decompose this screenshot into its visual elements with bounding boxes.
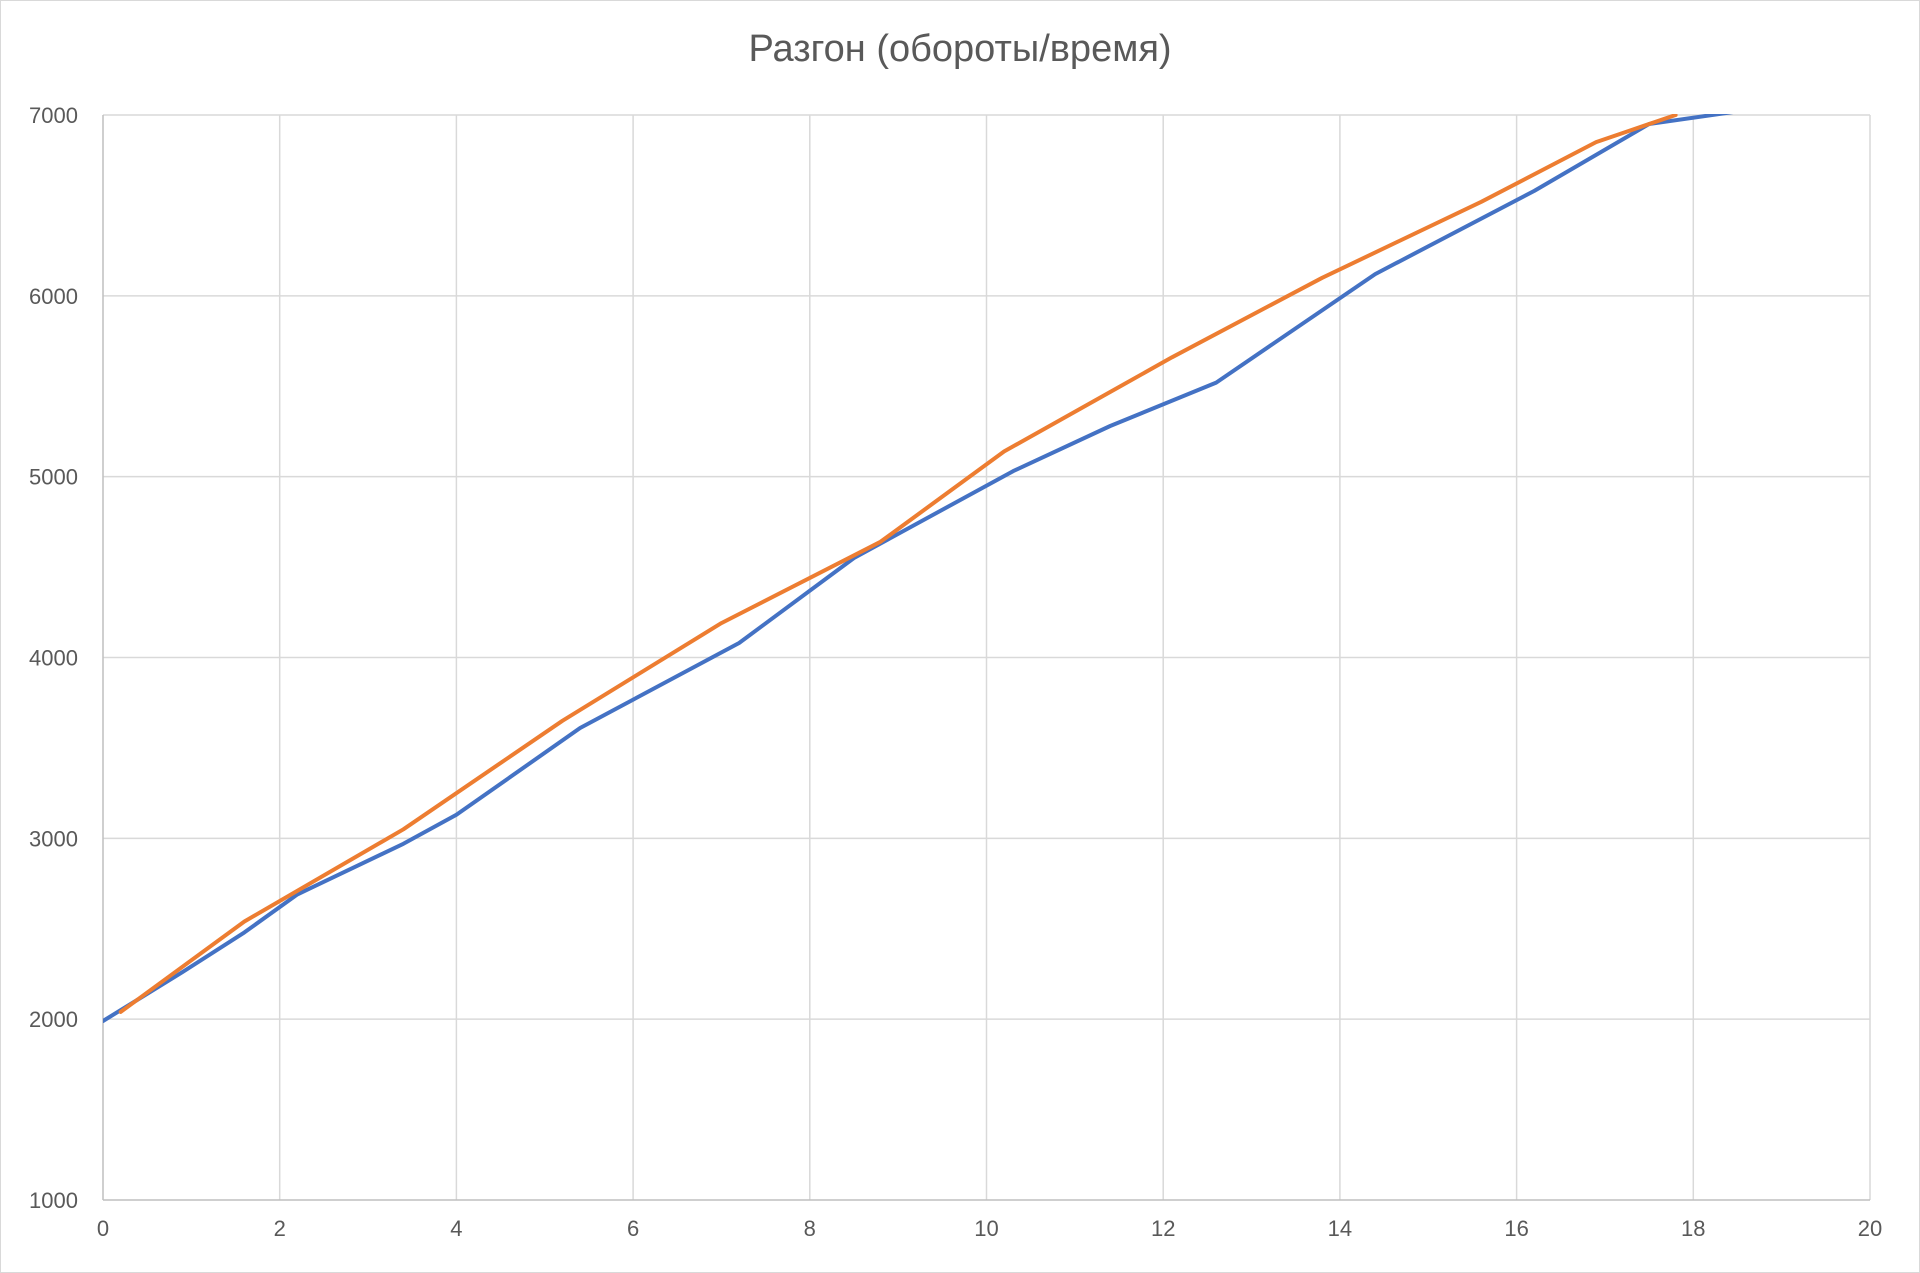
x-tick-label: 4 [450, 1216, 462, 1241]
x-tick-label: 10 [974, 1216, 998, 1241]
x-tick-label: 2 [274, 1216, 286, 1241]
x-tick-label: 12 [1151, 1216, 1175, 1241]
y-tick-label: 3000 [29, 826, 78, 851]
y-tick-label: 2000 [29, 1007, 78, 1032]
y-tick-label: 6000 [29, 284, 78, 309]
x-tick-label: 8 [804, 1216, 816, 1241]
y-tick-label: 7000 [29, 103, 78, 128]
x-tick-label: 6 [627, 1216, 639, 1241]
x-tick-label: 20 [1858, 1216, 1882, 1241]
y-tick-label: 5000 [29, 465, 78, 490]
y-tick-label: 1000 [29, 1188, 78, 1213]
gridlines [103, 114, 1871, 1200]
series-line-1 [103, 114, 1734, 1023]
series-line-2 [118, 114, 1678, 1014]
series-lines [103, 114, 1734, 1023]
y-tick-label: 4000 [29, 646, 78, 671]
tick-labels: 0 2 4 6 8 10 12 14 16 18 20 1000 2000 3000 4000 5000 600… [29, 103, 1882, 1241]
x-tick-label: 14 [1328, 1216, 1352, 1241]
x-tick-label: 16 [1504, 1216, 1528, 1241]
x-tick-label: 0 [97, 1216, 109, 1241]
x-tick-label: 18 [1681, 1216, 1705, 1241]
chart-title: Разгон (обороты/время) [748, 28, 1172, 70]
